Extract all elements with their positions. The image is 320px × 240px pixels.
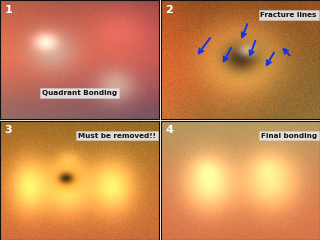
Text: Must be removed!!: Must be removed!!	[78, 132, 156, 138]
Text: Quadrant Bonding: Quadrant Bonding	[42, 90, 117, 96]
Text: 4: 4	[165, 125, 173, 135]
Text: Final bonding: Final bonding	[261, 132, 317, 138]
Text: 1: 1	[5, 5, 12, 15]
Text: 2: 2	[165, 5, 173, 15]
Text: 3: 3	[5, 125, 12, 135]
Text: Fracture lines: Fracture lines	[260, 12, 317, 18]
